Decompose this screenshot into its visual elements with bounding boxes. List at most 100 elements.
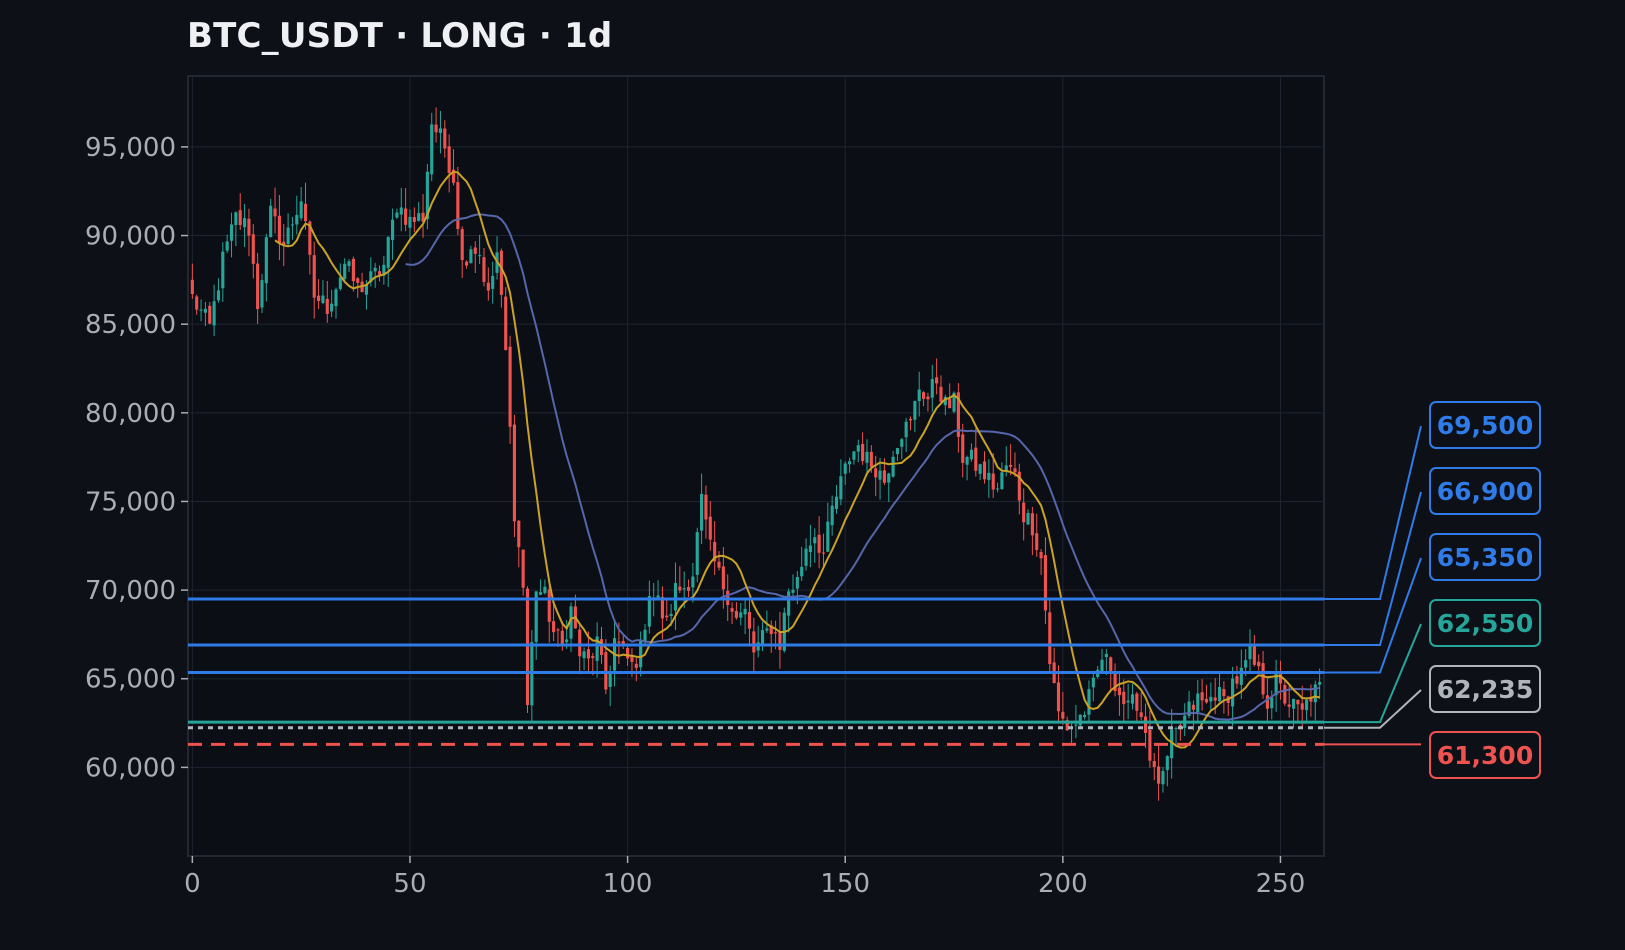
level-tag-label: 65,350 — [1437, 543, 1533, 572]
candle-body — [295, 214, 299, 225]
candle-body — [408, 216, 412, 228]
candle-body — [821, 552, 826, 554]
level-tag-box — [1429, 401, 1541, 449]
candle-body — [1174, 728, 1178, 730]
candle-body — [582, 651, 586, 659]
candle-body — [395, 212, 399, 218]
candle-body — [264, 237, 268, 284]
candle-body — [848, 461, 852, 465]
candle-body — [382, 264, 386, 276]
level-connector — [1324, 689, 1422, 729]
candle-body — [243, 218, 247, 228]
level-connector — [1324, 425, 1422, 600]
candle-body — [1313, 684, 1317, 703]
candle-body — [517, 520, 521, 548]
candle-body — [908, 418, 913, 421]
candle-body — [1283, 685, 1287, 704]
candle-body — [774, 632, 778, 634]
y-tick-label: 65,000 — [85, 665, 176, 695]
candle-body — [617, 641, 621, 643]
candle-body — [861, 443, 865, 462]
candle-body — [695, 532, 699, 575]
level-tag-label: 61,300 — [1437, 741, 1533, 770]
candle-body — [787, 591, 791, 616]
x-tick-label: 100 — [603, 869, 653, 899]
fast-moving-average-line — [274, 170, 1320, 749]
candle-body — [995, 488, 1000, 490]
candle-body — [913, 401, 917, 420]
candle-body — [434, 124, 438, 133]
candle-body — [1009, 464, 1013, 467]
candle-body — [229, 224, 234, 241]
candle-body — [538, 592, 543, 595]
candle-body — [917, 389, 921, 402]
candle-body — [669, 613, 673, 617]
chart-title: BTC_USDT · LONG · 1d — [187, 16, 613, 56]
candle-body — [630, 655, 634, 662]
candle-body — [1122, 691, 1126, 705]
candle-body — [1109, 657, 1113, 674]
candle-body — [1309, 696, 1313, 702]
candle-body — [1143, 716, 1148, 733]
candle-body — [286, 227, 290, 245]
candle-body — [1000, 472, 1004, 489]
candle-body — [1265, 695, 1269, 709]
candle-body — [377, 271, 382, 275]
candle-body — [595, 636, 599, 661]
candle-body — [578, 629, 582, 657]
candle-body — [639, 640, 643, 668]
candle-body — [299, 201, 303, 219]
candle-body — [765, 628, 769, 631]
candle-body — [464, 261, 469, 266]
candle-body — [491, 275, 495, 289]
candle-body — [460, 229, 464, 261]
candle-body — [808, 545, 812, 552]
candle-body — [1161, 771, 1165, 785]
candle-body — [952, 392, 956, 412]
candle-body — [834, 496, 839, 509]
candle-body — [817, 534, 821, 553]
candle-body — [308, 221, 312, 255]
candle-body — [1043, 555, 1048, 611]
candle-body — [769, 625, 773, 635]
candle-body — [965, 457, 969, 465]
candle-body — [704, 494, 708, 520]
candle-body — [1209, 696, 1213, 702]
candle-body — [256, 263, 260, 310]
level-tag-label: 62,550 — [1437, 609, 1533, 638]
candle-body — [338, 277, 342, 289]
candle-body — [1157, 766, 1161, 784]
candle-body — [1022, 502, 1026, 523]
candle-body — [525, 588, 530, 706]
candle-body — [1026, 512, 1030, 525]
candle-body — [1191, 704, 1195, 710]
candle-body — [325, 298, 329, 314]
level-tag-box — [1429, 533, 1541, 581]
level-tag-label: 62,235 — [1437, 675, 1533, 704]
y-tick-label: 95,000 — [85, 133, 176, 163]
candle-body — [534, 591, 538, 642]
candle-body — [904, 421, 908, 438]
y-tick-label: 80,000 — [85, 399, 176, 429]
candle-body — [277, 215, 281, 244]
x-tick-label: 150 — [820, 869, 870, 899]
candle-body — [1239, 667, 1243, 685]
candle-body — [621, 640, 625, 646]
candle-body — [417, 213, 421, 221]
candle-body — [221, 251, 225, 289]
candle-body — [874, 468, 878, 478]
candle-body — [752, 631, 756, 653]
candle-body — [512, 424, 517, 522]
candle-body — [826, 521, 830, 552]
candle-body — [430, 124, 434, 175]
candle-body — [1217, 686, 1222, 702]
candle-body — [312, 255, 316, 298]
candle-body — [469, 249, 473, 264]
candle-body — [195, 296, 199, 310]
candle-body — [1278, 673, 1283, 684]
candle-body — [700, 493, 704, 531]
candle-body — [1287, 704, 1291, 707]
candle-body — [1135, 693, 1139, 711]
candle-body — [1039, 552, 1043, 559]
